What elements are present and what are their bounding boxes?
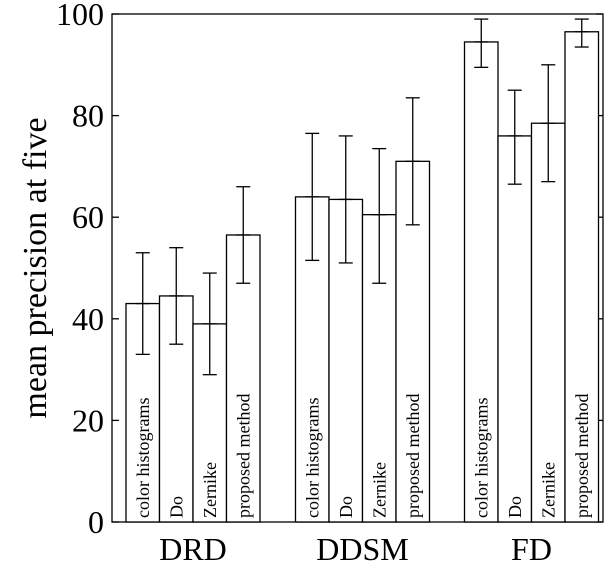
bars: color histograms Do Zernike proposed method…	[125, 18, 600, 523]
bar-series-label: color histograms	[133, 398, 153, 518]
bar-series-label: Do	[166, 496, 186, 518]
x-category-label: FD	[511, 531, 552, 565]
y-tick-label: 40	[72, 301, 104, 337]
y-tick-label: 20	[72, 402, 104, 438]
bar	[564, 31, 600, 523]
bar-series-label: Zernike	[200, 462, 220, 518]
bar	[497, 135, 533, 523]
bar-series-label: Do	[505, 496, 525, 518]
bar-series-label: proposed method	[233, 394, 253, 518]
bar-series-label: Zernike	[369, 462, 389, 518]
y-tick-label: 100	[56, 0, 104, 32]
bar	[530, 122, 566, 523]
y-tick-label: 0	[88, 504, 104, 540]
y-axis-label: mean precision at five	[17, 117, 54, 418]
bar-series-label: Zernike	[538, 462, 558, 518]
bar-series-label: Do	[336, 496, 356, 518]
y-tick-label: 80	[72, 98, 104, 134]
y-axis: 0 20 40 60 80 100	[56, 0, 603, 540]
x-category-label: DDSM	[316, 531, 408, 565]
bar-series-label: color histograms	[302, 398, 322, 518]
x-axis-categories: DRD DDSM FD	[159, 531, 552, 565]
bar-series-label: color histograms	[471, 398, 491, 518]
x-category-label: DRD	[159, 531, 227, 565]
bar-series-label: proposed method	[572, 394, 592, 518]
bar-series-label: proposed method	[403, 394, 423, 518]
y-tick-label: 60	[72, 199, 104, 235]
